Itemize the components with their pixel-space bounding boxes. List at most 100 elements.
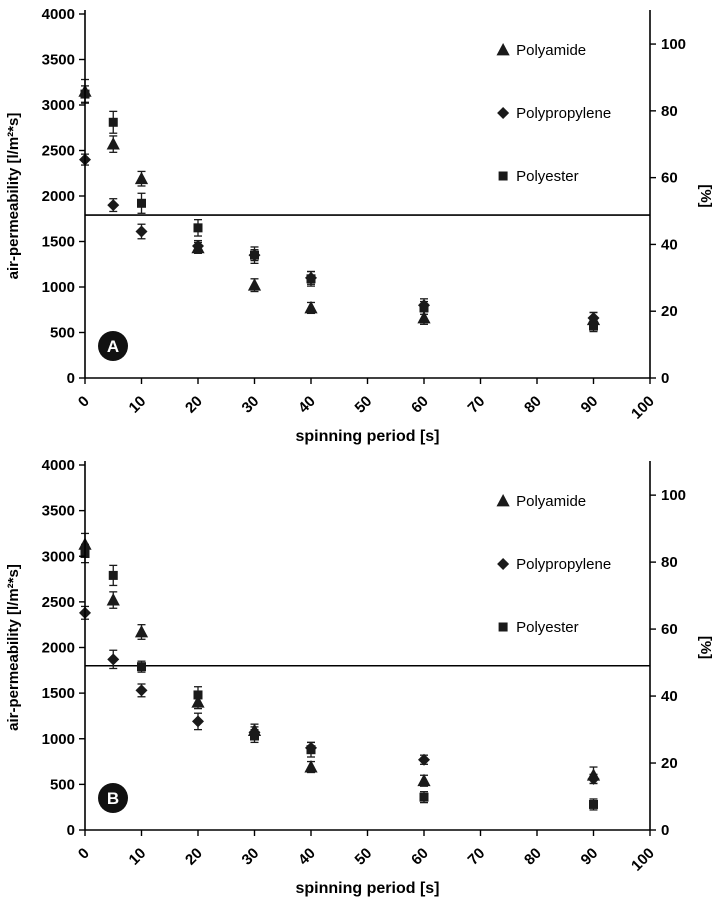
- data-point-polyester: [419, 303, 429, 313]
- data-point-polyamide: [106, 137, 120, 150]
- data-point-polypropylene: [587, 311, 600, 324]
- right-y-tick-label: 100: [661, 487, 686, 504]
- data-point-polyester: [137, 198, 146, 208]
- data-point-polypropylene: [135, 225, 148, 238]
- legend-square-icon: [498, 171, 508, 181]
- x-tick-label: 100: [628, 845, 658, 875]
- x-axis-title: spinning period [s]: [296, 880, 440, 897]
- panel-badge-letter: A: [107, 337, 119, 356]
- x-tick-label: 80: [521, 393, 545, 417]
- legend-label: Polypropylene: [516, 105, 611, 122]
- y-tick-label: 3000: [42, 97, 75, 114]
- legend-diamond-icon: [497, 107, 510, 119]
- data-point-polyamide: [134, 624, 149, 638]
- right-y-tick-label: 60: [661, 621, 678, 638]
- x-tick-label: 0: [75, 393, 93, 411]
- legend-label: Polyester: [516, 619, 579, 636]
- panel-badge-letter: B: [107, 789, 119, 808]
- legend-triangle-icon: [496, 494, 510, 507]
- y-tick-label: 500: [50, 325, 75, 342]
- legend-label: Polyamide: [516, 42, 586, 59]
- data-point-polyester: [250, 731, 259, 741]
- x-tick-label: 80: [521, 845, 545, 869]
- data-point-polyamide: [304, 760, 318, 773]
- y-tick-label: 1000: [42, 731, 75, 748]
- y-tick-label: 4000: [42, 6, 75, 23]
- data-point-polyester: [589, 799, 598, 809]
- data-point-polypropylene: [418, 753, 430, 766]
- x-tick-label: 20: [182, 393, 206, 417]
- data-point-polyester: [589, 321, 598, 331]
- y-tick-label: 500: [50, 776, 75, 793]
- x-tick-label: 10: [126, 393, 150, 417]
- y-tick-label: 3500: [42, 52, 75, 69]
- x-tick-label: 0: [75, 845, 93, 863]
- y-tick-label: 3000: [42, 548, 75, 565]
- data-point-polypropylene: [192, 715, 204, 728]
- y-tick-label: 1500: [42, 685, 75, 702]
- data-point-polyamide: [106, 593, 120, 606]
- y-tick-label: 2000: [42, 640, 75, 657]
- y-tick-label: 0: [67, 822, 75, 839]
- right-y-tick-label: 40: [661, 688, 678, 705]
- data-point-polypropylene: [587, 772, 600, 785]
- x-tick-label: 10: [126, 845, 150, 869]
- y-axis-title: air-permeability [l/m²*s]: [5, 564, 22, 731]
- y-tick-label: 0: [67, 370, 75, 387]
- x-tick-label: 20: [182, 845, 206, 869]
- x-tick-label: 60: [408, 393, 432, 417]
- data-point-polypropylene: [107, 199, 120, 212]
- data-point-polyester: [137, 662, 146, 672]
- y-axis-title: air-permeability [l/m²*s]: [5, 113, 22, 280]
- y-tick-label: 2000: [42, 188, 75, 205]
- data-point-polypropylene: [135, 684, 148, 697]
- y-tick-label: 2500: [42, 143, 75, 160]
- x-tick-label: 90: [578, 393, 602, 417]
- legend-label: Polypropylene: [516, 556, 611, 573]
- data-point-polyamide: [247, 278, 262, 291]
- chart-A: 0 500 1000 1500 2000 2500 3000 3500 4000 0 20 40 60 8…: [0, 0, 713, 451]
- data-point-polyester: [193, 690, 203, 700]
- right-y-tick-label: 80: [661, 554, 678, 571]
- x-tick-label: 40: [295, 845, 319, 869]
- chart-B: 0 500 1000 1500 2000 2500 3000 3500 4000 0 20 40 60 8…: [0, 451, 713, 903]
- x-tick-label: 50: [352, 845, 376, 869]
- y-tick-label: 4000: [42, 457, 75, 474]
- data-point-polypropylene: [192, 240, 204, 253]
- legend-square-icon: [498, 622, 508, 632]
- data-point-polyamide: [417, 773, 431, 787]
- data-point-polyamide: [191, 695, 205, 708]
- x-axis-title: spinning period [s]: [296, 428, 440, 445]
- legend-label: Polyester: [516, 168, 579, 185]
- x-tick-label: 60: [408, 845, 432, 869]
- data-point-polyester: [193, 223, 203, 233]
- x-tick-label: 70: [465, 393, 489, 417]
- data-point-polyester: [108, 570, 118, 580]
- data-point-polyamide: [134, 171, 149, 185]
- y-tick-label: 1500: [42, 234, 75, 251]
- right-y-axis-title: [%]: [697, 636, 713, 659]
- x-tick-label: 100: [628, 393, 658, 423]
- legend-triangle-icon: [496, 43, 510, 56]
- right-y-tick-label: 40: [661, 236, 678, 253]
- right-y-tick-label: 20: [661, 303, 678, 320]
- x-tick-label: 40: [295, 393, 319, 417]
- panel-badge-circle: [98, 331, 128, 361]
- data-point-polyester: [306, 745, 316, 755]
- x-tick-label: 90: [578, 845, 602, 869]
- data-point-polyester: [250, 250, 259, 260]
- right-y-tick-label: 100: [661, 36, 686, 53]
- data-point-polyamide: [304, 300, 318, 314]
- right-y-axis-title: [%]: [697, 184, 713, 207]
- right-y-tick-label: 20: [661, 755, 678, 772]
- y-tick-label: 1000: [42, 279, 75, 296]
- x-tick-label: 30: [239, 845, 263, 869]
- legend-diamond-icon: [497, 558, 510, 570]
- right-y-tick-label: 60: [661, 170, 678, 187]
- panel-badge-circle: [98, 783, 128, 813]
- data-point-polyester: [419, 792, 429, 802]
- right-y-tick-label: 0: [661, 370, 669, 387]
- right-y-tick-label: 80: [661, 103, 678, 120]
- right-y-tick-label: 0: [661, 822, 669, 839]
